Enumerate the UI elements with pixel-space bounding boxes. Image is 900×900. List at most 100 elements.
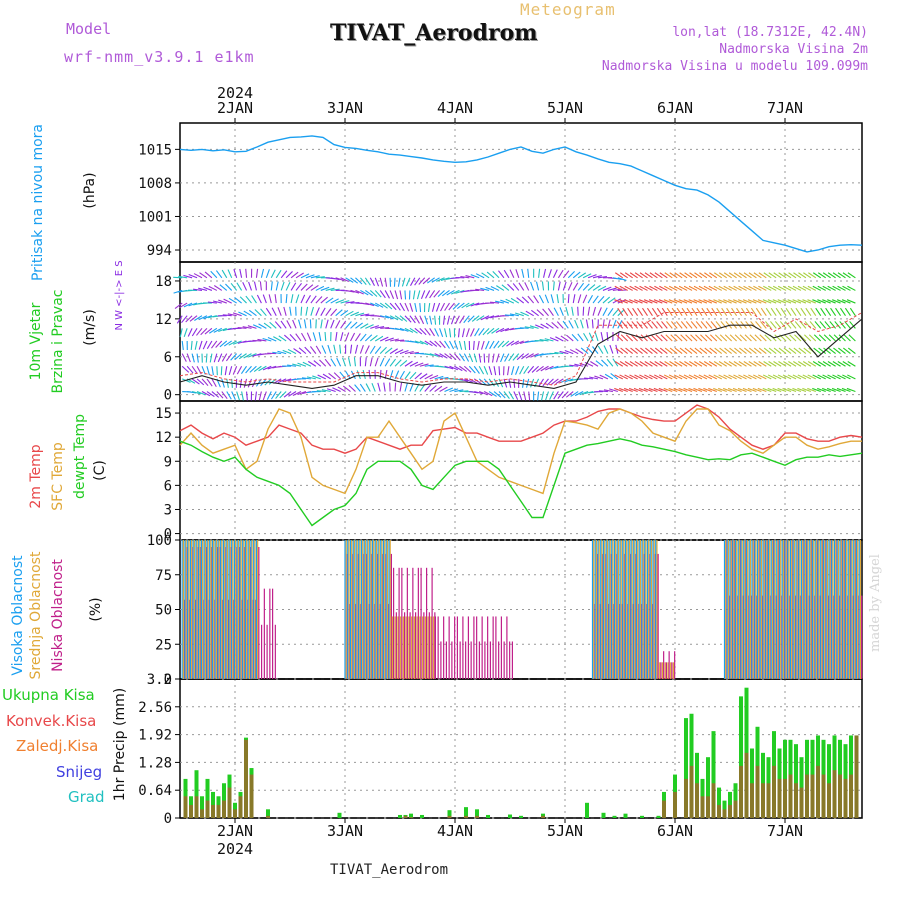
wind-vector <box>380 326 390 329</box>
wind-vector <box>742 299 752 304</box>
wind-vector <box>465 275 475 279</box>
wind-vector <box>465 302 475 308</box>
wind-vector <box>496 285 505 291</box>
wind-vector <box>221 378 225 388</box>
wind-vector <box>646 307 653 317</box>
wind-vector <box>283 306 287 316</box>
convective-precip-bar <box>717 804 721 818</box>
wind-vector <box>416 290 421 300</box>
wind-vector <box>802 299 812 304</box>
wind-vector <box>488 391 497 397</box>
wind-vector <box>444 340 450 349</box>
wind-vector <box>544 338 554 342</box>
wind-vector <box>245 295 252 304</box>
wind-vector <box>696 307 703 317</box>
convective-precip-bar <box>777 778 782 818</box>
wind-vector <box>515 269 520 278</box>
y-tick-label: 12 <box>155 430 172 446</box>
wind-vector <box>519 365 525 375</box>
wind-vector <box>424 340 433 347</box>
wind-vector <box>270 269 276 279</box>
wind-vector <box>832 374 841 380</box>
wind-vector <box>374 346 382 354</box>
wind-vector <box>592 284 601 291</box>
meteogram-heading: Meteogram <box>520 0 616 19</box>
wind-vector <box>639 374 648 380</box>
wind-vector <box>404 327 414 333</box>
wind-vector <box>674 272 683 279</box>
wind-vector <box>577 294 582 304</box>
wind-vector <box>787 299 797 304</box>
wind-vector <box>782 285 792 291</box>
convective-precip-bar <box>783 778 787 818</box>
wind-vector <box>315 345 322 354</box>
wind-vector <box>389 315 399 321</box>
wind-vector <box>658 299 668 304</box>
wind-vector <box>191 390 201 395</box>
wind-vector <box>549 337 559 342</box>
wind-vector <box>185 315 193 323</box>
wind-vector <box>842 285 851 291</box>
wind-vector <box>822 299 831 304</box>
wind-vector <box>302 361 312 367</box>
wind-vector <box>206 366 210 376</box>
wind-vector <box>664 347 673 355</box>
wind-vector <box>242 326 252 329</box>
wind-vector <box>792 285 802 291</box>
wind-vector <box>389 348 398 355</box>
wind-vector <box>802 374 812 380</box>
convective-precip-bar <box>816 765 820 818</box>
wind-vector <box>505 327 514 332</box>
wind-vector <box>634 272 643 279</box>
wind-vector <box>842 361 851 367</box>
wind-vector <box>530 281 535 291</box>
wind-vector <box>632 307 639 317</box>
wind-axis-title: 10m Vjetar <box>28 302 44 380</box>
wind-vector <box>501 284 510 291</box>
wind-vector <box>666 321 673 329</box>
y-tick-label: 0 <box>164 672 172 688</box>
wind-vector <box>359 277 367 286</box>
wind-vector <box>414 315 420 324</box>
wind-vector <box>427 277 435 284</box>
wind-vector <box>497 340 505 349</box>
wind-vector <box>668 387 678 393</box>
wind-vector <box>586 346 594 354</box>
wind-vector <box>747 387 757 393</box>
wind-vector <box>825 307 832 317</box>
wind-vector <box>659 361 668 367</box>
convective-precip-bar <box>700 796 705 818</box>
wind-vector <box>827 361 836 367</box>
wind-vector <box>556 321 564 329</box>
wind-vector <box>842 272 851 279</box>
wind-vector <box>838 334 846 342</box>
wind-vector <box>424 315 429 325</box>
convective-precip-bar <box>673 791 677 818</box>
wind-vector <box>464 378 473 383</box>
wind-vector <box>663 299 673 304</box>
wind-vector <box>490 285 500 291</box>
wind-vector <box>257 338 267 342</box>
wind-vector <box>587 284 596 291</box>
wind-vector <box>787 387 797 393</box>
wind-vector <box>254 309 262 317</box>
wind-vector <box>822 361 831 367</box>
chart-panels <box>175 118 863 823</box>
wind-vector <box>333 372 341 380</box>
wind-vector <box>424 364 434 367</box>
wind-vector <box>565 306 569 316</box>
convective-precip-bar <box>447 815 452 818</box>
wind-vector <box>193 288 203 291</box>
wind-vector <box>569 364 579 367</box>
pressure-axis-unit: (hPa) <box>82 172 98 208</box>
wind-vector <box>515 366 520 375</box>
wind-vector <box>270 391 277 400</box>
wind-vector <box>755 321 762 329</box>
wind-vector <box>233 269 238 278</box>
wind-vector <box>767 285 777 291</box>
wind-vector <box>371 382 376 392</box>
wind-vector <box>203 315 213 320</box>
wind-vector <box>439 328 444 338</box>
y-tick-label: 1001 <box>138 209 172 225</box>
wind-vector <box>588 332 594 342</box>
